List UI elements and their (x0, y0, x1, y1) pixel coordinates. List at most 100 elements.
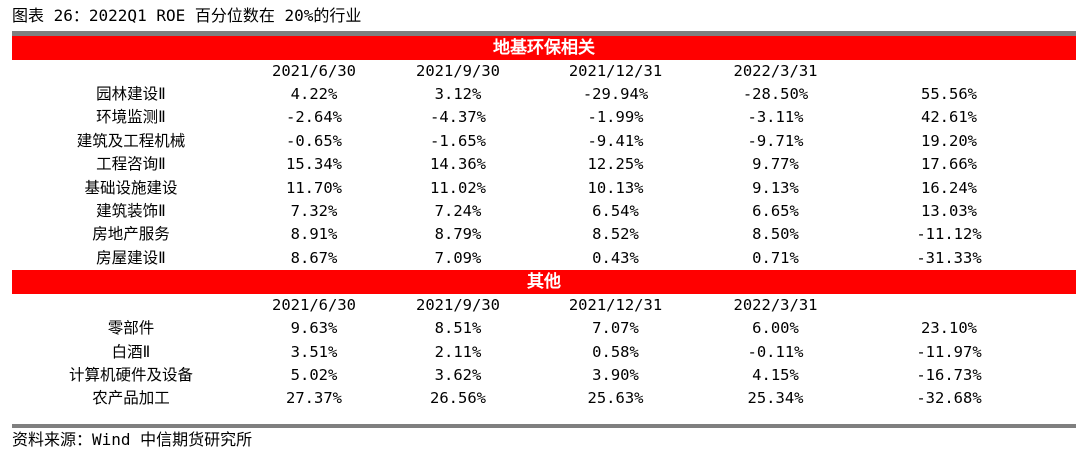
spacer (1040, 60, 1076, 83)
roe-cell: 3.12% (434, 85, 482, 103)
percentile-cell: 42.61% (921, 108, 977, 127)
column-header: 2021/6/30 (272, 62, 356, 80)
header-row: 2021/6/30 2021/9/30 2021/12/31 2022/3/31 (12, 294, 1076, 317)
header-blank (12, 294, 250, 317)
spacer (1040, 223, 1076, 246)
roe-cell: -0.11% (747, 342, 804, 361)
roe-cell: 26.56% (430, 389, 486, 408)
roe-cell: -2.64% (286, 108, 342, 127)
roe-cell: 0.58% (592, 342, 639, 361)
roe-cell: 7.24% (434, 201, 482, 220)
column-header (858, 294, 1040, 317)
roe-cell: 11.70% (286, 178, 342, 197)
section-band: 其他 (12, 270, 1076, 295)
table-row: 环境监测Ⅱ -2.64% -4.37% -1.99% -3.11% 42.61% (12, 106, 1076, 129)
roe-cell: 5.02% (290, 365, 338, 384)
roe-cell: 14.36% (430, 155, 486, 174)
roe-cell: 0.43% (592, 248, 639, 267)
figure-caption: 图表 26：2022Q1 ROE 百分位数在 20%的行业 (12, 6, 362, 25)
roe-cell: 2.11% (434, 342, 482, 361)
table-row: 农产品加工 27.37% 26.56% 25.63% 25.34% -32.68% (12, 387, 1076, 410)
spacer (1040, 294, 1076, 317)
percentile-cell: -31.33% (916, 248, 982, 267)
roe-cell: 8.51% (434, 319, 482, 338)
roe-cell: 11.02% (430, 178, 486, 197)
roe-cell: -4.37% (430, 108, 486, 127)
bottom-rule (12, 424, 1076, 428)
roe-cell: 10.13% (587, 178, 644, 197)
roe-cell: -3.11% (747, 108, 804, 127)
roe-cell: 8.50% (752, 225, 799, 244)
roe-cell: 15.34% (286, 155, 342, 174)
table-row: 零部件 9.63% 8.51% 7.07% 6.00% 23.10% (12, 317, 1076, 340)
percentile-cell: 16.24% (921, 178, 977, 197)
roe-cell: 0.71% (752, 248, 799, 267)
column-header: 2022/3/31 (733, 296, 818, 315)
industry-name: 白酒Ⅱ (111, 342, 151, 361)
header-blank (12, 60, 250, 83)
roe-cell: 3.62% (434, 365, 482, 384)
spacer (1040, 317, 1076, 340)
industry-name: 建筑及工程机械 (76, 131, 186, 150)
roe-cell: -0.65% (286, 131, 342, 150)
roe-cell: 6.00% (752, 319, 799, 338)
roe-cell: 8.79% (434, 225, 482, 244)
industry-name: 计算机硬件及设备 (68, 365, 193, 384)
column-header: 2021/12/31 (568, 62, 663, 80)
spacer (1040, 106, 1076, 129)
spacer (1040, 364, 1076, 387)
roe-cell: 6.65% (752, 201, 799, 220)
table-row: 房地产服务 8.91% 8.79% 8.52% 8.50% -11.12% (12, 223, 1076, 246)
percentile-cell: 17.66% (921, 155, 977, 174)
section-band: 地基环保相关 (12, 36, 1076, 60)
roe-cell: 25.34% (747, 389, 804, 408)
roe-cell: 3.51% (290, 342, 338, 361)
percentile-cell: 55.56% (921, 85, 977, 103)
roe-cell: 8.91% (290, 225, 338, 244)
roe-cell: 3.90% (592, 365, 639, 384)
spacer (1040, 341, 1076, 364)
percentile-cell: 13.03% (921, 201, 977, 220)
roe-table: 地基环保相关 2021/6/30 2021/9/30 2021/12/31 2022/3… (12, 36, 1076, 411)
industry-name: 工程咨询Ⅱ (96, 155, 166, 174)
spacer (1040, 83, 1076, 106)
roe-cell: 4.22% (290, 85, 338, 103)
column-header: 2021/9/30 (416, 62, 500, 80)
industry-name: 建筑装饰Ⅱ (96, 201, 166, 220)
roe-cell: 9.13% (752, 178, 799, 197)
column-header: 2021/12/31 (568, 296, 663, 315)
source-note: 资料来源：Wind 中信期货研究所 (12, 430, 253, 449)
industry-name: 环境监测Ⅱ (96, 108, 166, 127)
column-header: 2021/6/30 (272, 296, 356, 315)
percentile-cell: 19.20% (921, 131, 977, 150)
roe-cell: 6.54% (592, 201, 639, 220)
industry-name: 园林建设Ⅱ (96, 85, 166, 103)
table-row: 建筑及工程机械 -0.65% -1.65% -9.41% -9.71% 19.20% (12, 130, 1076, 153)
industry-name: 农产品加工 (92, 389, 170, 408)
spacer (1040, 200, 1076, 223)
header-row: 2021/6/30 2021/9/30 2021/12/31 2022/3/31 (12, 60, 1076, 83)
table-row: 工程咨询Ⅱ 15.34% 14.36% 12.25% 9.77% 17.66% (12, 153, 1076, 176)
roe-cell: -29.94% (582, 85, 649, 103)
percentile-cell: -11.97% (916, 342, 982, 361)
spacer (1040, 177, 1076, 200)
roe-cell: -1.65% (430, 131, 486, 150)
roe-cell: -28.50% (742, 85, 809, 103)
industry-name: 房地产服务 (92, 225, 170, 244)
table-row: 基础设施建设 11.70% 11.02% 10.13% 9.13% 16.24% (12, 177, 1076, 200)
table-row: 房屋建设Ⅱ 8.67% 7.09% 0.43% 0.71% -31.33% (12, 247, 1076, 270)
roe-cell: 8.52% (592, 225, 639, 244)
spacer (1040, 130, 1076, 153)
roe-cell: 7.32% (290, 201, 338, 220)
roe-cell: 8.67% (290, 248, 338, 267)
roe-cell: 25.63% (587, 389, 644, 408)
table-row: 园林建设Ⅱ 4.22% 3.12% -29.94% -28.50% 55.56% (12, 83, 1076, 106)
roe-cell: 9.77% (752, 155, 799, 174)
top-rule (12, 31, 1076, 36)
roe-cell: 7.07% (592, 319, 639, 338)
column-header: 2022/3/31 (733, 62, 818, 80)
industry-name: 房屋建设Ⅱ (96, 248, 166, 267)
percentile-cell: -32.68% (916, 389, 982, 408)
percentile-cell: -11.12% (916, 225, 982, 244)
spacer (1040, 153, 1076, 176)
